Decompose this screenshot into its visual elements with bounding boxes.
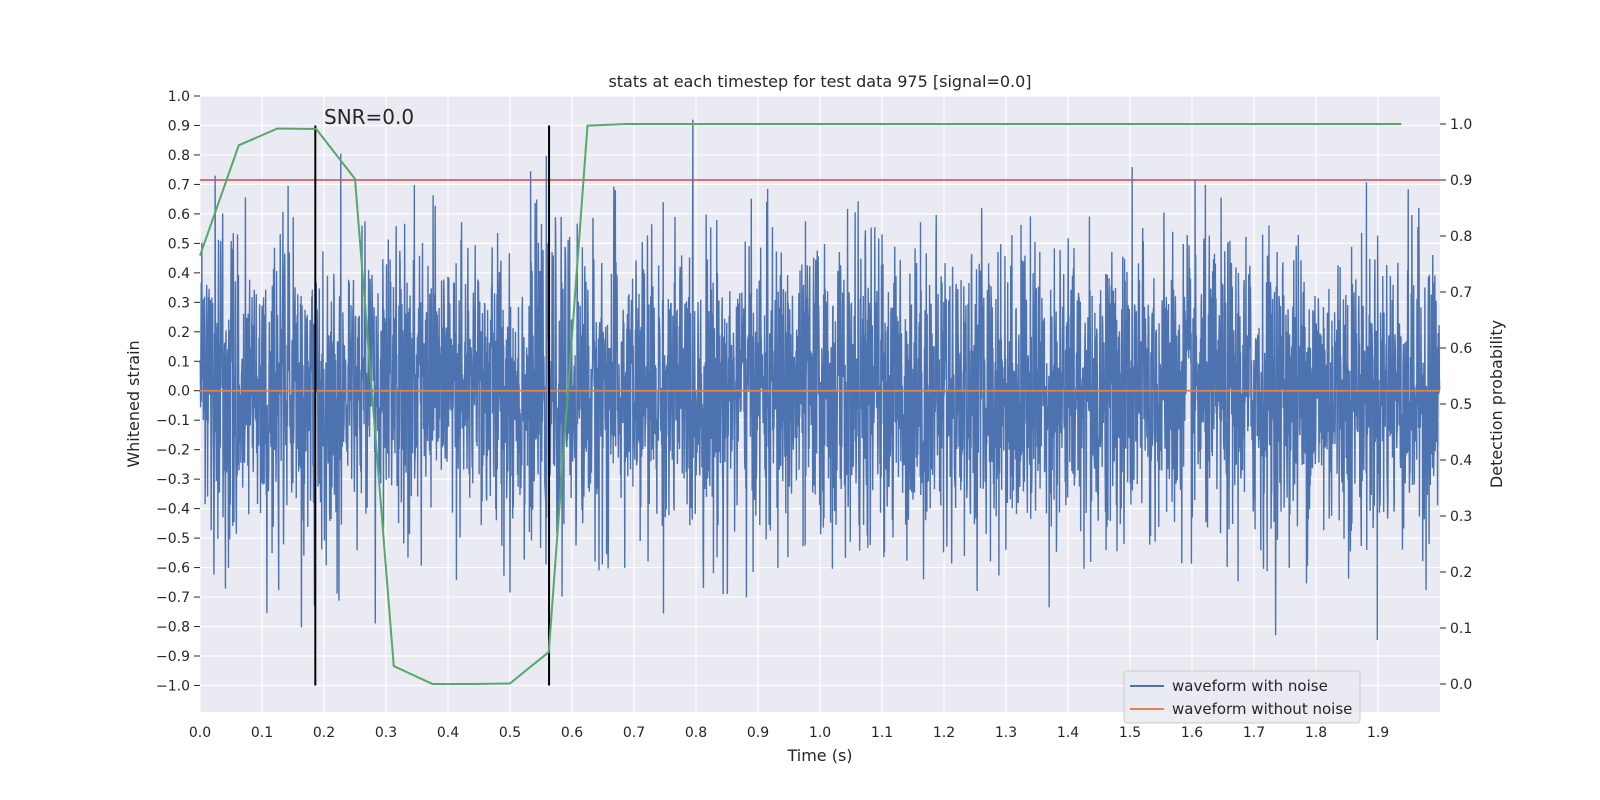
- x-tick-label: 0.9: [747, 725, 769, 741]
- x-axis-label: Time (s): [786, 746, 852, 765]
- x-tick-label: 1.9: [1367, 725, 1389, 741]
- y-tick-label: 0.5: [168, 236, 190, 252]
- y-tick-label: −0.3: [156, 472, 190, 488]
- x-tick-label: 0.5: [499, 725, 521, 741]
- y2-tick-label: 0.7: [1450, 285, 1472, 301]
- x-tick-label: 0.7: [623, 725, 645, 741]
- y-tick-label: 0.9: [168, 118, 190, 134]
- x-tick-label: 1.3: [995, 725, 1017, 741]
- axes-layer: 0.0 0.1 0.2 0.3 0.4 0.5 0.6 0.7 0.8 0.9 1.0 1.1 1.2 1…: [156, 89, 1472, 741]
- x-tick-label: 1.2: [933, 725, 955, 741]
- x-tick-label: 0.1: [251, 725, 273, 741]
- y-tick-label: −0.1: [156, 413, 190, 429]
- y2-tick-label: 0.8: [1450, 229, 1472, 245]
- y-tick-label: −0.9: [156, 649, 190, 665]
- y-tick-label: 0.0: [168, 384, 190, 400]
- x-tick-label: 0.2: [313, 725, 335, 741]
- y-tick-label: 0.7: [168, 177, 190, 193]
- legend-box: [1123, 670, 1361, 724]
- y-tick-label: 0.8: [168, 148, 190, 164]
- y2-tick-label: 0.0: [1450, 677, 1472, 693]
- legend: waveform with noise waveform without noi…: [1123, 670, 1361, 724]
- y2-tick-label: 0.3: [1450, 509, 1472, 525]
- x-tick-label: 0.0: [189, 725, 211, 741]
- chart-title: stats at each timestep for test data 975…: [608, 72, 1031, 91]
- y-tick-label: 1.0: [168, 89, 190, 105]
- y2-tick-label: 0.2: [1450, 565, 1472, 581]
- y-tick-label: −0.2: [156, 443, 190, 459]
- y-tick-label: −0.8: [156, 620, 190, 636]
- legend-label-clean: waveform without noise: [1172, 700, 1352, 718]
- y2-tick-label: 0.9: [1450, 173, 1472, 189]
- y-tick-label: 0.1: [168, 354, 190, 370]
- y-tick-label: 0.4: [168, 266, 190, 282]
- legend-label-noise: waveform with noise: [1172, 677, 1328, 695]
- y-tick-label: −1.0: [156, 678, 190, 694]
- y-tick-label: −0.4: [156, 502, 190, 518]
- y2-tick-label: 1.0: [1450, 117, 1472, 133]
- y-axis-label: Whitened strain: [124, 340, 143, 467]
- y2-tick-label: 0.5: [1450, 397, 1472, 413]
- snr-annotation: SNR=0.0: [324, 105, 414, 129]
- x-tick-label: 1.8: [1305, 725, 1327, 741]
- y-tick-label: −0.7: [156, 590, 190, 606]
- y-tick-label: 0.2: [168, 325, 190, 341]
- y-tick-label: −0.5: [156, 531, 190, 547]
- x-tick-label: 1.1: [871, 725, 893, 741]
- x-tick-label: 1.4: [1057, 725, 1079, 741]
- y2-axis-label: Detection probability: [1487, 320, 1506, 488]
- x-tick-label: 0.6: [561, 725, 583, 741]
- y-tick-label: 0.6: [168, 207, 190, 223]
- x-tick-label: 1.6: [1181, 725, 1203, 741]
- y2-tick-label: 0.4: [1450, 453, 1472, 469]
- x-tick-label: 0.8: [685, 725, 707, 741]
- y2-tick-label: 0.6: [1450, 341, 1472, 357]
- detection-probability-line: [199, 123, 1402, 685]
- y-tick-label: −0.6: [156, 561, 190, 577]
- x-tick-label: 1.5: [1119, 725, 1141, 741]
- y-tick-label: 0.3: [168, 295, 190, 311]
- x-tick-label: 1.0: [809, 725, 831, 741]
- x-tick-label: 1.7: [1243, 725, 1265, 741]
- series-layer: [199, 123, 1440, 686]
- x-tick-label: 0.4: [437, 725, 459, 741]
- x-tick-label: 0.3: [375, 725, 397, 741]
- y2-tick-label: 0.1: [1450, 621, 1472, 637]
